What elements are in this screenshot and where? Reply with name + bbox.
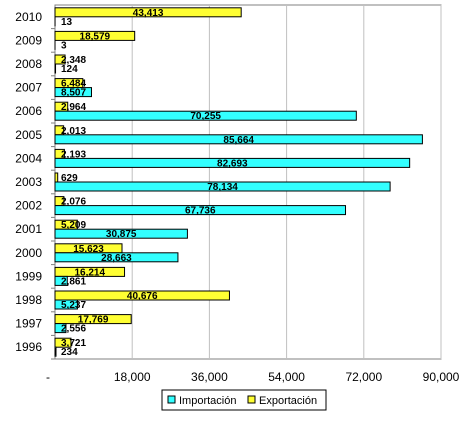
bar xyxy=(54,157,411,168)
y-tick-label: 2003 xyxy=(15,175,42,189)
data-label: 3,721 xyxy=(61,338,86,349)
bar xyxy=(54,228,188,239)
bar xyxy=(54,337,72,348)
data-label: 8,507 xyxy=(61,88,86,99)
bar xyxy=(54,346,57,357)
data-label: 124 xyxy=(61,64,78,75)
bar xyxy=(54,252,179,263)
data-label: 2,193 xyxy=(61,149,86,160)
y-tick-label: 1998 xyxy=(15,293,42,307)
bar xyxy=(54,314,132,325)
legend-label: Exportación xyxy=(259,395,317,407)
data-label: 2,348 xyxy=(61,55,86,66)
y-tick-label: 2004 xyxy=(15,151,42,165)
x-tick-label: 90,000 xyxy=(423,370,460,384)
data-label: 40,676 xyxy=(127,291,158,302)
data-label: 2,556 xyxy=(61,324,86,335)
y-tick-label: 2000 xyxy=(15,246,42,260)
bar xyxy=(54,54,66,65)
bar xyxy=(54,299,78,310)
data-label: 16,214 xyxy=(74,267,105,278)
data-label: 82,693 xyxy=(217,158,248,169)
bar xyxy=(54,134,423,145)
bar xyxy=(54,205,347,216)
x-tick-label: 36,000 xyxy=(191,370,228,384)
y-tick-label: 1999 xyxy=(15,269,42,283)
data-label: 17,769 xyxy=(78,315,109,326)
y-tick-label: 2002 xyxy=(15,199,42,213)
y-tick-label: 2007 xyxy=(15,81,42,95)
data-label: 13 xyxy=(61,17,73,28)
data-label: 15,623 xyxy=(73,244,104,255)
x-tick-label: 18,000 xyxy=(114,370,151,384)
y-tick-label: 1997 xyxy=(15,317,42,331)
data-label: 2,013 xyxy=(61,126,86,137)
data-label: 43,413 xyxy=(133,8,164,19)
data-label: 2,964 xyxy=(61,102,86,113)
y-tick-label: 2005 xyxy=(15,128,42,142)
data-label: 30,875 xyxy=(106,229,137,240)
x-tick-label: - xyxy=(46,370,50,384)
data-label: 5,209 xyxy=(61,220,86,231)
y-tick-label: 1996 xyxy=(15,340,42,354)
legend xyxy=(161,389,327,411)
data-label: 2,861 xyxy=(61,276,86,287)
bar xyxy=(54,266,126,277)
y-tick-label: 2008 xyxy=(15,57,42,71)
data-label: 5,237 xyxy=(61,300,86,311)
data-label: 2,076 xyxy=(61,197,86,208)
data-label: 18,579 xyxy=(80,31,111,42)
y-tick-label: 2009 xyxy=(15,33,42,47)
data-label: 67,736 xyxy=(185,206,216,217)
data-label: 28,663 xyxy=(101,253,132,264)
data-label: 6,484 xyxy=(61,79,86,90)
y-tick-label: 2001 xyxy=(15,222,42,236)
legend-swatch xyxy=(167,395,176,404)
y-tick-label: 2010 xyxy=(15,10,42,24)
data-label: 85,664 xyxy=(223,135,254,146)
x-tick-label: 54,000 xyxy=(268,370,305,384)
data-label: 3 xyxy=(61,40,67,51)
data-label: 70,255 xyxy=(190,111,221,122)
bar xyxy=(54,63,57,74)
bar xyxy=(54,290,230,301)
bar xyxy=(54,323,67,334)
bar xyxy=(54,172,59,183)
bar xyxy=(54,7,242,18)
bar xyxy=(54,275,68,286)
x-tick-label: 72,000 xyxy=(345,370,382,384)
bar xyxy=(54,87,92,98)
bar xyxy=(54,110,357,121)
bar xyxy=(54,181,391,192)
data-label: 78,134 xyxy=(207,182,238,193)
legend-swatch xyxy=(247,395,256,404)
y-tick-label: 2006 xyxy=(15,104,42,118)
data-label: 629 xyxy=(61,173,78,184)
data-label: 234 xyxy=(61,347,78,358)
bar xyxy=(54,30,136,41)
legend-label: Importación xyxy=(179,395,236,407)
